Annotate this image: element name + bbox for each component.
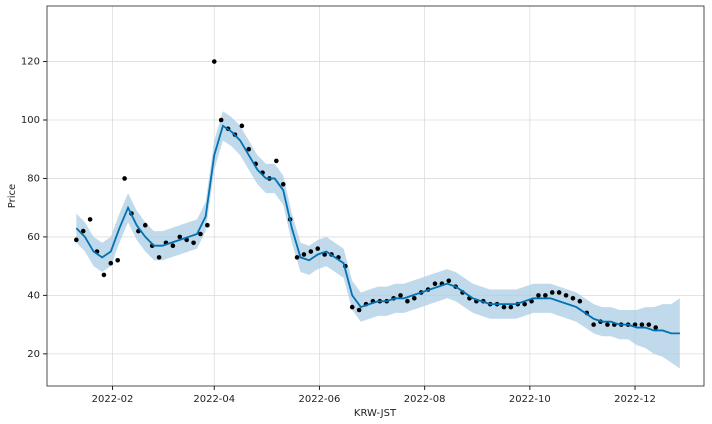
y-tick-label: 60	[27, 232, 40, 243]
y-tick-label: 80	[27, 173, 40, 184]
observed-point	[543, 293, 548, 298]
observed-point	[177, 234, 183, 240]
observed-point	[122, 176, 127, 181]
observed-point	[239, 123, 245, 129]
x-tick-label: 2022-08	[404, 394, 446, 405]
y-tick-label: 20	[27, 349, 40, 360]
observed-point	[211, 59, 217, 64]
x-tick-label: 2022-06	[299, 394, 341, 405]
observed-point	[280, 182, 286, 187]
observed-point	[432, 281, 438, 286]
y-tick-label: 40	[27, 290, 40, 301]
observed-point	[308, 249, 314, 254]
observed-point	[522, 301, 527, 307]
observed-point	[563, 293, 569, 298]
observed-point	[205, 222, 210, 228]
y-axis-label: Price	[7, 184, 18, 208]
observed-point	[191, 240, 196, 246]
observed-point	[115, 258, 121, 263]
observed-point	[411, 296, 417, 301]
observed-point	[653, 325, 659, 330]
observed-point	[536, 293, 541, 298]
observed-point	[639, 322, 645, 327]
y-tick-label: 120	[21, 57, 40, 68]
observed-point	[570, 296, 576, 301]
observed-point	[398, 293, 403, 298]
observed-point	[108, 260, 114, 266]
observed-point	[294, 255, 300, 260]
observed-point	[218, 117, 224, 123]
x-tick-label: 2022-12	[614, 394, 656, 405]
observed-point	[80, 228, 86, 234]
observed-point	[549, 290, 555, 295]
observed-point	[274, 158, 279, 164]
observed-point	[246, 146, 252, 152]
observed-point	[74, 237, 79, 243]
x-axis-label: KRW-JST	[354, 408, 397, 419]
observed-point	[101, 272, 107, 278]
x-tick-label: 2022-04	[193, 394, 235, 405]
observed-point	[646, 322, 652, 327]
x-tick-label: 2022-10	[509, 394, 551, 405]
observed-point	[87, 217, 93, 222]
observed-point	[501, 304, 507, 310]
observed-point	[591, 322, 596, 327]
observed-point	[605, 322, 610, 327]
forecast-line	[75, 124, 680, 335]
observed-point	[315, 246, 321, 251]
plot-frame	[46, 5, 705, 387]
y-tick-label: 100	[21, 115, 40, 126]
observed-point	[556, 290, 562, 295]
observed-point	[508, 304, 514, 310]
observed-point	[405, 298, 410, 304]
observed-point	[142, 222, 148, 228]
observed-point	[170, 243, 176, 248]
observed-point	[198, 231, 203, 237]
observed-point	[301, 252, 307, 257]
observed-point	[577, 298, 583, 304]
observed-point	[446, 278, 452, 284]
uncertainty-band	[76, 111, 680, 369]
observed-point	[356, 307, 362, 313]
x-tick-label: 2022-02	[92, 394, 134, 405]
observed-point	[349, 304, 355, 310]
observed-point	[156, 255, 162, 260]
